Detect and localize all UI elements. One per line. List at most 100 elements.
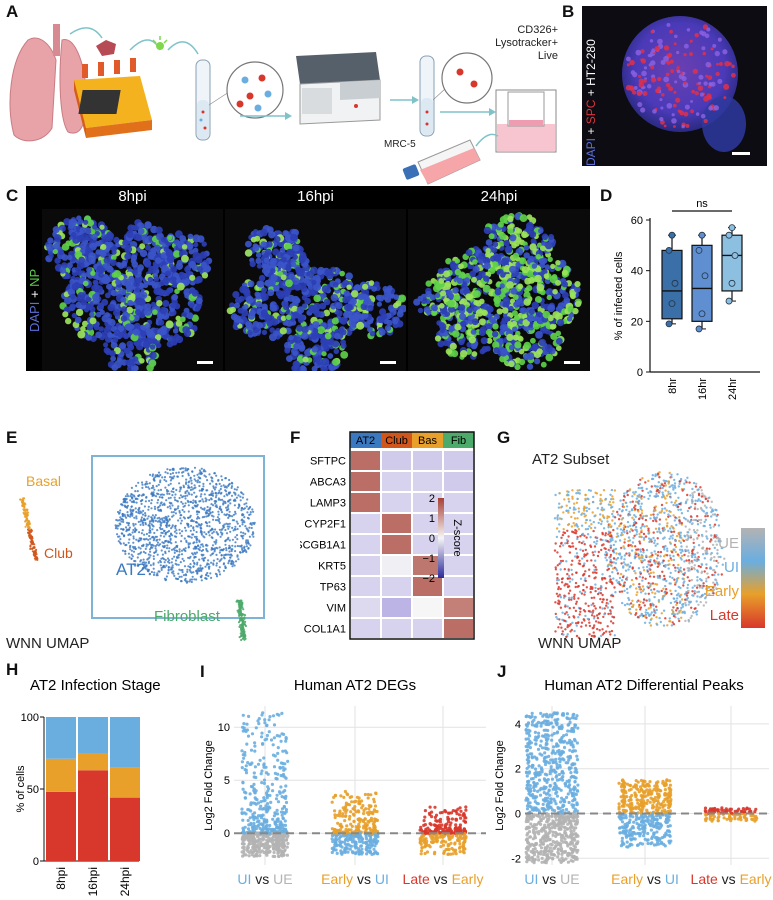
- cell-nucleus: [142, 340, 151, 349]
- umap-cell-at2: [227, 516, 230, 519]
- umap-cell-at2: [145, 532, 148, 536]
- umap-cell-at2: [230, 494, 234, 497]
- umap-cell-at2: [184, 495, 187, 498]
- umap-cell-at2: [134, 527, 137, 530]
- cell-nucleus: [144, 221, 152, 229]
- umap-cell-at2-subset: [583, 593, 586, 596]
- data-point: [728, 279, 736, 287]
- umap-cell-at2: [194, 486, 197, 489]
- heatmap-cell: [444, 451, 473, 470]
- cell-nucleus: [48, 253, 54, 259]
- cell-nucleus: [363, 313, 369, 319]
- umap-cell-at2: [250, 526, 253, 530]
- umap-cell-at2: [169, 507, 172, 510]
- umap-cell-at2: [120, 520, 123, 523]
- cell-nucleus: [483, 262, 491, 270]
- umap-cell-at2: [189, 488, 192, 491]
- spc-signal-dot: [641, 70, 647, 77]
- cell-nucleus: [85, 271, 92, 278]
- cell-nucleus: [456, 277, 464, 284]
- umap-cell-at2-subset: [604, 532, 608, 535]
- umap-cell-fibroblast: [237, 621, 241, 624]
- umap-cell-basal-club: [30, 529, 33, 532]
- umap-cell-at2-subset: [588, 633, 591, 636]
- cell-nucleus: [142, 282, 149, 289]
- spc-signal-dot: [706, 27, 711, 32]
- spc-signal-dot: [708, 82, 713, 87]
- umap-cell-at2: [226, 494, 229, 497]
- umap-cell-at2: [202, 482, 205, 485]
- cell-nucleus: [301, 326, 309, 334]
- umap-cell-at2: [163, 476, 167, 479]
- umap-cell-at2-subset: [629, 561, 633, 565]
- cell-nucleus: [335, 302, 343, 310]
- cell-nucleus: [46, 243, 54, 252]
- umap-cell-at2-subset: [678, 516, 681, 519]
- umap-cell-at2: [179, 486, 182, 489]
- spc-signal-dot: [666, 22, 671, 27]
- umap-cell-at2: [230, 485, 234, 488]
- cell-nucleus: [552, 311, 560, 319]
- umap-cell-at2: [132, 537, 135, 540]
- umap-cell-at2: [160, 549, 163, 552]
- umap-cell-at2: [180, 540, 183, 543]
- cell-nucleus: [349, 311, 356, 318]
- umap-cell-at2-subset: [618, 576, 622, 580]
- cell-nucleus: [116, 261, 122, 268]
- spc-signal-dot: [675, 97, 681, 103]
- cell-nucleus: [113, 308, 121, 317]
- spc-signal-dot: [673, 42, 677, 46]
- spc-signal-dot: [657, 76, 662, 82]
- umap-cell-at2: [220, 475, 223, 478]
- umap-cell-at2-subset: [665, 509, 668, 512]
- umap-cell-at2: [134, 564, 137, 567]
- umap-cell-at2: [217, 498, 220, 501]
- umap-cell-at2: [158, 570, 161, 573]
- umap-cell-at2: [244, 532, 247, 535]
- umap-cell-at2: [222, 563, 225, 566]
- umap-cell-at2-subset: [589, 519, 592, 522]
- umap-cell-at2: [144, 523, 147, 526]
- umap-cell-at2: [234, 536, 237, 539]
- spc-signal-dot: [694, 91, 699, 96]
- spc-signal-dot: [690, 99, 694, 103]
- umap-cell-at2: [132, 535, 135, 538]
- cell-nucleus: [232, 291, 240, 299]
- umap-cell-at2: [174, 541, 177, 544]
- umap-cell-at2: [131, 497, 134, 500]
- umap-cell-at2: [204, 497, 207, 500]
- cell-nucleus: [85, 233, 94, 242]
- umap-cell-at2: [184, 502, 187, 505]
- umap-cell-at2-subset: [631, 599, 634, 602]
- umap-cell-at2-subset: [592, 495, 595, 499]
- umap-cell-at2-subset: [654, 552, 657, 556]
- spc-signal-dot: [714, 50, 720, 57]
- umap-cell-at2: [184, 577, 187, 580]
- spc-signal-dot: [689, 39, 693, 43]
- umap-cell-at2: [198, 517, 201, 520]
- colorbar-tick-label: −2: [422, 573, 435, 585]
- heatmap-cell: [413, 556, 442, 575]
- y-tick-label: 0: [637, 367, 643, 379]
- umap-cell-at2: [163, 566, 166, 569]
- umap-cell-at2: [178, 496, 181, 500]
- cell-nucleus: [201, 241, 207, 247]
- spc-signal-dot: [703, 81, 708, 86]
- cell-nucleus: [519, 214, 528, 222]
- cell-nucleus: [119, 342, 126, 350]
- cell-nucleus: [445, 348, 453, 355]
- umap-cell-fibroblast: [240, 624, 243, 627]
- umap-cell-at2: [135, 510, 138, 514]
- heatmap-cell: [444, 493, 473, 512]
- umap-cell-at2: [171, 504, 174, 507]
- cell-nucleus: [132, 269, 138, 275]
- umap-cell-at2: [151, 474, 154, 478]
- umap-cell-at2: [184, 573, 187, 576]
- heatmap-cell: [382, 493, 411, 512]
- cell-nucleus: [101, 276, 110, 285]
- umap-cell-at2: [235, 534, 239, 537]
- spc-signal-dot: [663, 55, 669, 62]
- cell-nucleus: [160, 236, 167, 243]
- umap-cell-at2: [253, 521, 256, 524]
- cell-nucleus: [536, 283, 545, 292]
